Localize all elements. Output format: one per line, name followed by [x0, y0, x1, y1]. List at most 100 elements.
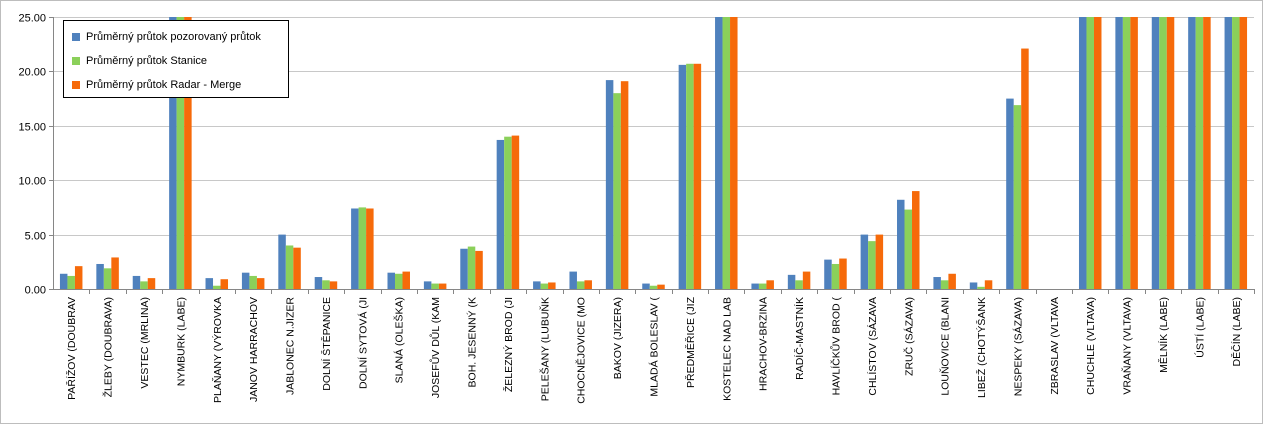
- bar: [285, 245, 294, 289]
- bar: [904, 209, 913, 289]
- y-tick-label: 25.00: [18, 13, 46, 25]
- bar: [438, 283, 447, 289]
- x-category-label: LOUŇOVICE (BLANI: [939, 297, 952, 396]
- bar: [394, 273, 403, 289]
- y-tick-label: 0.00: [25, 285, 46, 297]
- x-category-label: NESPEKY (SÁZAVA): [1011, 297, 1024, 396]
- bar: [787, 274, 796, 289]
- bar: [1151, 17, 1160, 289]
- bar: [1224, 17, 1233, 289]
- bar: [860, 234, 869, 289]
- bar: [569, 271, 577, 289]
- y-tick-label: 10.00: [18, 176, 46, 188]
- bar: [984, 280, 993, 289]
- bar: [605, 80, 614, 289]
- x-category-label: ÚSTÍ (LABE): [1193, 297, 1206, 358]
- x-category-label: DOLNÍ ŠTĚPANICE: [320, 297, 333, 391]
- y-tick-label: 20.00: [18, 67, 46, 79]
- x-axis-category-labels: PAŘÍŽOV (DOUBRAV ŽLEBY (DOUBRAVA) VESTEC (…: [65, 296, 1243, 403]
- bar: [496, 139, 505, 289]
- bar: [1021, 48, 1029, 289]
- bar: [1006, 98, 1014, 289]
- bar: [868, 241, 876, 289]
- bar: [802, 271, 811, 289]
- legend-swatch-stations: [72, 57, 80, 65]
- legend: Průměrný průtok pozorovaný průtok Průměr…: [63, 20, 289, 98]
- x-category-label: CHOCNĚJOVICE (MO: [575, 297, 588, 404]
- bar: [460, 248, 468, 289]
- x-category-label: JANOV HARRACHOV: [248, 297, 260, 402]
- bar: [977, 286, 985, 289]
- bar: [751, 283, 759, 289]
- x-category-label: HRACHOV-BRZINA: [758, 297, 770, 391]
- bar: [540, 283, 549, 289]
- legend-label-observed: Průměrný průtok pozorovaný průtok: [86, 31, 261, 43]
- legend-swatch-radar-merge: [72, 81, 80, 89]
- bar: [256, 278, 265, 289]
- bar: [912, 191, 920, 289]
- y-tick-label: 5.00: [25, 231, 46, 243]
- bar: [1159, 17, 1167, 289]
- bar: [548, 282, 556, 289]
- bar: [766, 280, 774, 289]
- x-category-label: HAVLÍČKŮV BROD (: [829, 297, 842, 396]
- bar: [1195, 17, 1204, 289]
- bar: [74, 266, 83, 289]
- bar: [1203, 17, 1211, 289]
- bar: [1078, 17, 1087, 289]
- bar: [576, 281, 585, 289]
- bar: [293, 247, 301, 289]
- bar: [1115, 17, 1123, 289]
- x-category-label: KOSTELEC NAD LAB: [721, 297, 733, 401]
- bar: [693, 63, 702, 289]
- bar: [897, 199, 905, 289]
- bar: [67, 275, 75, 289]
- bar: [169, 17, 177, 289]
- bar: [241, 272, 250, 289]
- bar: [1130, 17, 1138, 289]
- bar: [351, 208, 359, 289]
- bar: [511, 135, 520, 289]
- bar: [831, 263, 840, 289]
- bar: [620, 81, 629, 289]
- bar: [96, 263, 104, 289]
- x-category-label: LIBEŽ (CHOTÝŠANK: [975, 297, 988, 398]
- bar: [657, 284, 665, 289]
- bar: [533, 281, 541, 289]
- x-category-label: ŽELEZNÝ BROD (JI: [502, 297, 515, 392]
- x-category-label: VESTEC (MRLINA): [139, 297, 151, 389]
- bar: [686, 63, 694, 289]
- x-category-label: ZRUČ (SÁZAVA): [902, 297, 915, 376]
- bar: [147, 278, 156, 289]
- axes: [49, 17, 1255, 294]
- x-category-label: VRAŇANY (VLTAVA): [1121, 297, 1134, 395]
- x-category-label: ZBRASLAV (VLTAVA: [1049, 297, 1061, 395]
- bar: [642, 283, 650, 289]
- x-category-label: PLAŇANY (VÝROVKA: [211, 297, 224, 403]
- x-category-label: BAKOV (JIZERA): [612, 297, 624, 379]
- bar: [366, 208, 374, 289]
- bar: [969, 282, 978, 289]
- bar: [1239, 17, 1248, 289]
- bar: [132, 275, 141, 289]
- bar: [933, 277, 941, 289]
- bar: [358, 207, 367, 289]
- x-category-label: MLADÁ BOLESLAV (: [648, 296, 661, 396]
- bar: [467, 246, 476, 289]
- bar: [1166, 17, 1175, 289]
- bar: [103, 268, 112, 289]
- legend-label-radar-merge: Průměrný průtok Radar - Merge: [86, 79, 242, 91]
- bar: [1086, 17, 1094, 289]
- y-axis-tick-labels: 0.00 5.00 10.00 15.00 20.00 25.00: [18, 13, 46, 297]
- bar: [1013, 105, 1022, 289]
- bar: [431, 283, 439, 289]
- bar: [824, 259, 832, 289]
- x-category-label: CHUCHLE (VLTAVA): [1085, 297, 1097, 395]
- x-category-label: DOLNÍ SYTOVÁ (JI: [356, 297, 369, 389]
- x-category-label: MĚLNÍK (LABE): [1157, 297, 1170, 373]
- bar: [584, 280, 592, 289]
- bar: [875, 234, 884, 289]
- x-category-label: PELEŠANY (LUBUŇK: [538, 297, 551, 401]
- bar: [111, 257, 119, 289]
